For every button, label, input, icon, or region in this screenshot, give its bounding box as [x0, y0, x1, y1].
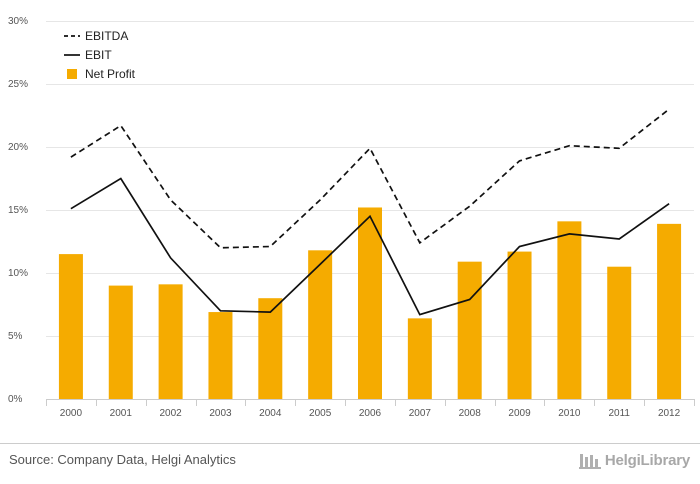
- net-profit-bar: [258, 298, 283, 399]
- net-profit-bar: [158, 284, 183, 399]
- legend-swatch: [67, 69, 77, 79]
- net-profit-bar: [308, 250, 333, 399]
- brand-logo: HelgiLibrary: [578, 450, 690, 470]
- y-tick-label: 5%: [8, 331, 23, 342]
- combo-chart: 0% 5% 10% 15% 20% 25% 30% 2000 2001 2002 2003 2004…: [8, 16, 695, 419]
- net-profit-bar: [208, 312, 233, 399]
- x-tick-label: 2012: [658, 408, 681, 419]
- net-profit-bar: [358, 207, 382, 399]
- x-tick-label: 2006: [359, 408, 382, 419]
- legend-label: EBIT: [85, 48, 112, 62]
- x-tick-label: 2008: [459, 408, 482, 419]
- legend-label: Net Profit: [85, 67, 136, 81]
- net-profit-bar: [657, 223, 682, 399]
- legend-label: EBITDA: [85, 29, 128, 43]
- x-tick-label: 2003: [209, 408, 232, 419]
- net-profit-bar: [407, 318, 432, 399]
- x-tick-label: 2004: [259, 408, 282, 419]
- y-tick-label: 20%: [8, 142, 28, 153]
- brand-name: HelgiLibrary: [604, 451, 690, 469]
- y-tick-label: 15%: [8, 205, 28, 216]
- x-tick-label: 2010: [558, 408, 581, 419]
- y-tick-label: 0%: [8, 394, 23, 405]
- x-tick-label: 2011: [608, 408, 630, 419]
- y-tick-label: 25%: [8, 79, 28, 90]
- line-series: [70, 108, 670, 316]
- net-profit-bar: [457, 261, 482, 399]
- net-profit-bar: [108, 285, 133, 399]
- y-tick-label: 10%: [8, 268, 28, 279]
- library-icon: [578, 454, 601, 469]
- net-profit-bars: [58, 207, 682, 399]
- x-tick-label: 2002: [159, 408, 182, 419]
- x-tick-label: 2009: [508, 408, 531, 419]
- footer: Source: Company Data, Helgi Analytics He…: [0, 443, 700, 484]
- net-profit-bar: [507, 251, 532, 399]
- ebitda-line: [70, 108, 670, 249]
- source-note: Source: Company Data, Helgi Analytics: [9, 452, 236, 467]
- x-tick-label: 2005: [309, 408, 332, 419]
- y-tick-label: 30%: [8, 16, 28, 27]
- net-profit-bar: [58, 254, 83, 399]
- x-tick-label: 2000: [60, 408, 83, 419]
- y-axis: 0% 5% 10% 15% 20% 25% 30%: [8, 16, 28, 405]
- x-tick-label: 2001: [110, 408, 133, 419]
- x-axis: 2000 2001 2002 2003 2004 2005 2006 2007 2008 2009…: [46, 399, 695, 419]
- net-profit-bar: [557, 221, 582, 399]
- legend: EBITDA EBIT Net Profit: [64, 29, 136, 81]
- x-tick-label: 2007: [409, 408, 432, 419]
- net-profit-bar: [607, 266, 632, 399]
- ebit-line: [70, 177, 670, 316]
